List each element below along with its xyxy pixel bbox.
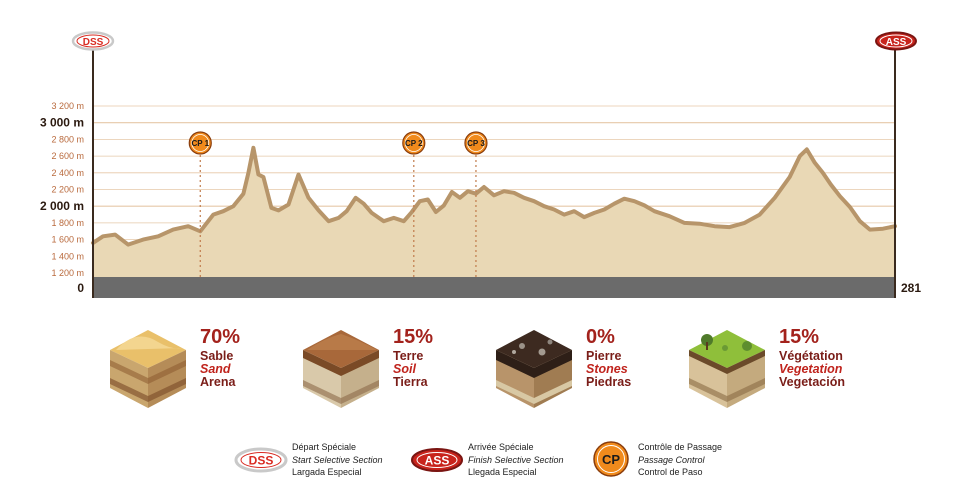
legend-cp-es: Control de Paso <box>638 467 703 477</box>
y-tick-label: 2 400 m <box>51 168 84 178</box>
checkpoint-label: CP 1 <box>191 139 209 148</box>
checkpoint-label: CP 2 <box>405 139 423 148</box>
elevation-area <box>93 147 895 277</box>
terrain-label-es: Piedras <box>586 375 632 389</box>
checkpoint-badge-ring <box>191 134 210 152</box>
checkpoint-badge-ring <box>404 134 423 152</box>
finish-marker-label: ASS <box>886 37 907 48</box>
terrain-percent: 0% <box>586 326 615 348</box>
legend-dss-es: Largada Especial <box>292 467 362 477</box>
terrain-label-en: Vegetation <box>779 362 843 376</box>
ass-badge-icon: ASS <box>411 448 463 472</box>
legend-ass-es: Llegada Especial <box>468 467 537 477</box>
dss-badge-label: DSS <box>249 454 274 468</box>
y-tick-label: 2 800 m <box>51 134 84 144</box>
terrain-percent: 15% <box>393 326 434 348</box>
checkpoints: CP 1 CP 2 CP 3 <box>188 131 488 277</box>
sand-block-icon <box>110 330 186 408</box>
checkpoint-badge <box>464 131 488 155</box>
y-tick-label: 3 200 m <box>51 101 84 111</box>
checkpoint-badge-ring <box>467 134 485 152</box>
dss-badge-icon: DSS <box>234 447 288 473</box>
terrain-label-fr: Sable <box>200 349 234 363</box>
terrain-label-en: Stones <box>586 362 628 376</box>
terrain-label-en: Sand <box>200 362 231 376</box>
checkpoint-badge <box>188 131 212 155</box>
y-tick-label: 3 000 m <box>40 116 84 130</box>
y-tick-label: 2 600 m <box>51 151 84 161</box>
y-axis-ticks: 1 200 m 1 400 m 1 600 m 1 800 m 2 000 m 2 200… <box>40 101 84 278</box>
y-tick-label: 2 200 m <box>51 185 84 195</box>
vegetation-block-icon <box>689 330 765 408</box>
legend-ass: ASS Arrivée Spéciale Finish Selective Se… <box>410 438 580 482</box>
terrain-label-es: Arena <box>200 375 236 389</box>
terrain-label-fr: Pierre <box>586 349 622 363</box>
finish-marker: ASS <box>875 31 917 51</box>
legend-dss-fr: Départ Spéciale <box>292 442 357 452</box>
terrain-label-en: Soil <box>393 362 416 376</box>
checkpoint-badge <box>402 131 426 155</box>
soil-block-icon <box>303 330 379 408</box>
y-tick-label: 1 800 m <box>51 218 84 228</box>
terrain-percent: 70% <box>200 326 241 348</box>
y-tick-label: 1 400 m <box>51 251 84 261</box>
terrain-label-fr: Végétation <box>779 349 843 363</box>
baseline-band <box>92 277 895 298</box>
checkpoint-marker: CP 1 <box>188 131 212 277</box>
start-marker: DSS <box>71 31 115 51</box>
terrain-soil: 15% Terre Soil Tierra <box>299 322 499 417</box>
y-tick-label: 2 000 m <box>40 199 84 213</box>
distance-start-label: 0 <box>77 281 84 295</box>
legend-dss: DSS Départ Spéciale Start Selective Sect… <box>234 438 404 482</box>
terrain-label-es: Vegetación <box>779 375 845 389</box>
terrain-stones: 0% Pierre Stones Piedras <box>492 322 692 417</box>
checkpoint-marker: CP 3 <box>464 131 488 277</box>
y-tick-label: 1 200 m <box>51 268 84 278</box>
distance-end-label: 281 <box>901 281 921 295</box>
stone-block-icon <box>496 330 572 408</box>
y-tick-label: 1 600 m <box>51 235 84 245</box>
checkpoint-label: CP 3 <box>467 139 485 148</box>
legend-ass-fr: Arrivée Spéciale <box>468 442 534 452</box>
cp-badge-icon: CP <box>593 441 629 477</box>
legend-ass-en: Finish Selective Section <box>468 454 564 465</box>
terrain-label-es: Tierra <box>393 375 428 389</box>
legend-cp: CP Contrôle de Passage Passage Control C… <box>592 438 742 482</box>
terrain-percent: 15% <box>779 326 820 348</box>
legend-cp-fr: Contrôle de Passage <box>638 442 723 452</box>
ass-badge-label: ASS <box>425 454 450 468</box>
terrain-label-fr: Terre <box>393 349 424 363</box>
terrain-sand: 70% Sable Sand Arena <box>106 322 306 417</box>
elevation-chart: 1 200 m 1 400 m 1 600 m 1 800 m 2 000 m 2 200… <box>40 31 921 298</box>
start-marker-label: DSS <box>83 37 104 48</box>
terrain-vegetation: 15% Végétation Vegetation Vegetación <box>685 322 885 417</box>
legend-cp-en: Passage Control <box>638 454 705 465</box>
elevation-line <box>91 145 897 247</box>
checkpoint-marker: CP 2 <box>402 131 426 277</box>
cp-badge-label: CP <box>602 452 620 467</box>
legend-dss-en: Start Selective Section <box>292 454 383 465</box>
